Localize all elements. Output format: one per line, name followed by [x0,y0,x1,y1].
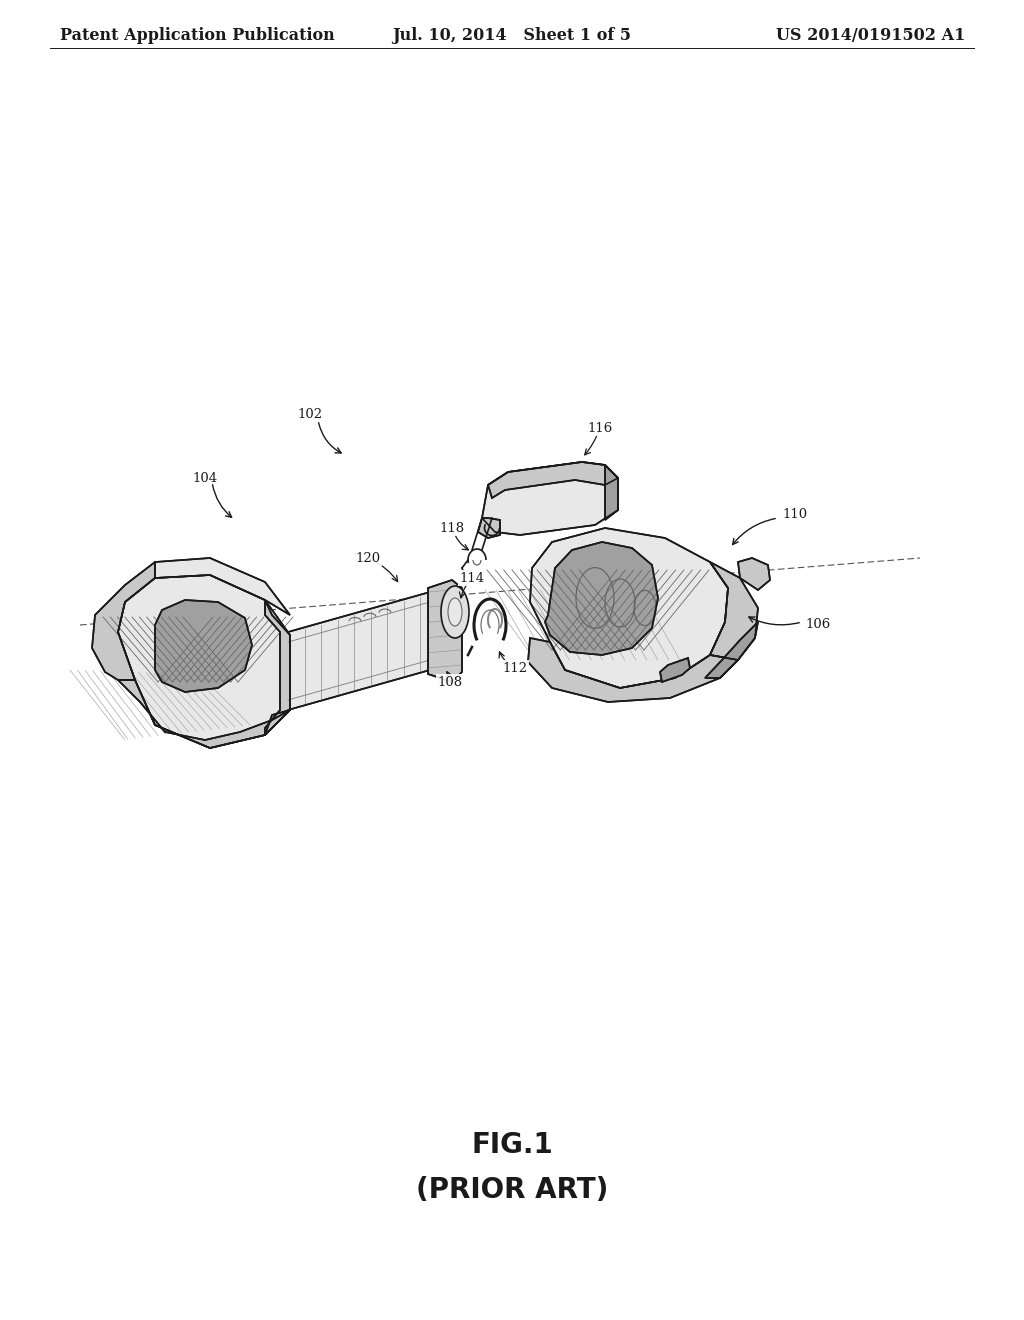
Polygon shape [488,462,618,498]
Polygon shape [660,657,690,682]
Polygon shape [288,591,430,710]
Text: 120: 120 [355,552,381,565]
Polygon shape [428,579,462,682]
Polygon shape [155,601,252,692]
Polygon shape [265,601,290,735]
Text: 108: 108 [437,676,463,689]
Ellipse shape [449,598,462,626]
Polygon shape [155,558,290,615]
Polygon shape [478,517,500,539]
Text: US 2014/0191502 A1: US 2014/0191502 A1 [775,26,965,44]
Polygon shape [482,462,618,535]
Text: (PRIOR ART): (PRIOR ART) [416,1176,608,1204]
Text: Patent Application Publication: Patent Application Publication [60,26,335,44]
Polygon shape [545,543,658,655]
Polygon shape [605,465,618,520]
Text: 116: 116 [588,421,612,434]
Polygon shape [118,680,290,748]
Text: 104: 104 [193,471,217,484]
Polygon shape [738,558,770,590]
Polygon shape [528,638,738,702]
Text: 114: 114 [460,572,484,585]
Text: 118: 118 [439,521,465,535]
Text: 112: 112 [503,661,527,675]
Polygon shape [530,528,728,688]
Polygon shape [118,576,290,748]
Text: 110: 110 [782,508,807,521]
Text: Jul. 10, 2014   Sheet 1 of 5: Jul. 10, 2014 Sheet 1 of 5 [392,26,632,44]
Text: 102: 102 [297,408,323,421]
Text: 106: 106 [805,619,830,631]
Polygon shape [705,622,758,678]
Ellipse shape [441,586,469,638]
Text: FIG.1: FIG.1 [471,1131,553,1159]
Polygon shape [92,562,155,680]
Polygon shape [710,562,758,660]
